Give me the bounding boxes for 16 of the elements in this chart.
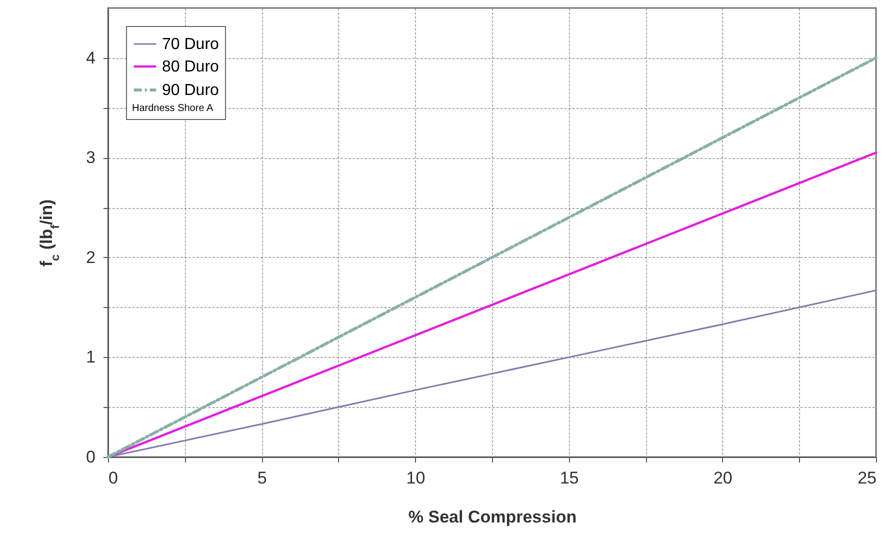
x-tick-label: 10 — [406, 468, 426, 488]
legend-label: 90 Duro — [162, 82, 220, 99]
x-tick-label: 5 — [257, 468, 267, 488]
legend-label: 80 Duro — [162, 58, 220, 76]
x-tick-label: 20 — [713, 468, 732, 488]
x-tick-label: 15 — [560, 468, 579, 488]
legend-title: Hardness Shore A — [132, 103, 214, 114]
y-tick-label: 3 — [86, 148, 96, 168]
y-tick-label: 0 — [86, 448, 96, 466]
x-axis-title: % Seal Compression — [408, 508, 577, 526]
y-tick-label: 2 — [86, 248, 96, 267]
x-tick-label: 25 — [858, 468, 876, 488]
y-tick-label: 1 — [86, 348, 96, 367]
y-tick-label: 4 — [86, 48, 96, 68]
legend-label: 70 Duro — [162, 36, 220, 53]
x-tick-label: 0 — [108, 468, 118, 488]
